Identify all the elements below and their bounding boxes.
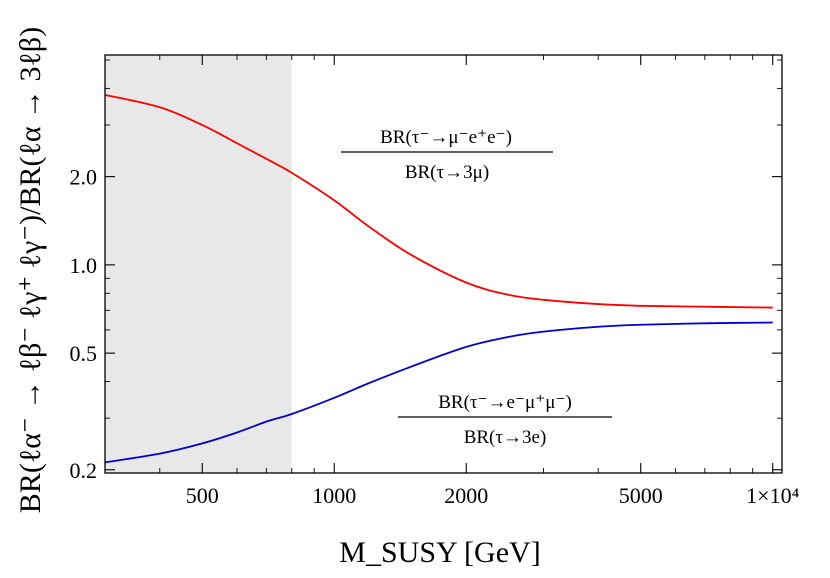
annotation-blue-numerator: BR(τ⁻→e⁻μ⁺μ⁻) <box>438 392 572 413</box>
x-tick-label: 5000 <box>619 483 663 508</box>
ticks-layer: 500 1000 2000 5000 1×10⁴ 0.2 0.5 1.0 2.0 <box>70 55 800 508</box>
annotation-red: BR(τ⁻→μ⁻e⁺e⁻) BR(τ→3μ) <box>341 127 553 183</box>
x-tick-label: 1000 <box>312 483 356 508</box>
annotation-red-numerator: BR(τ⁻→μ⁻e⁺e⁻) <box>380 127 512 148</box>
annotation-blue: BR(τ⁻→e⁻μ⁺μ⁻) BR(τ→3e) <box>398 392 612 448</box>
series-line-red <box>104 94 773 309</box>
series-line-blue <box>104 321 773 464</box>
x-axis-title: M_SUSY [GeV] <box>339 536 540 569</box>
x-tick-label: 500 <box>186 483 219 508</box>
x-tick-label: 1×10⁴ <box>746 483 799 508</box>
annotation-blue-denominator: BR(τ→3e) <box>464 427 547 448</box>
plot-frame <box>104 54 783 474</box>
shaded-region <box>105 55 292 473</box>
annotation-red-denominator: BR(τ→3μ) <box>405 162 489 183</box>
y-tick-label: 0.2 <box>70 458 98 483</box>
y-tick-label: 1.0 <box>70 253 98 278</box>
y-axis-title: BR(ℓα⁻ → ℓβ⁻ ℓγ⁺ ℓγ⁻)/BR(ℓα → 3ℓβ) <box>14 27 47 513</box>
series-layer <box>104 94 773 464</box>
y-tick-label: 2.0 <box>70 165 98 190</box>
x-tick-label: 2000 <box>444 483 488 508</box>
y-tick-label: 0.5 <box>70 341 98 366</box>
